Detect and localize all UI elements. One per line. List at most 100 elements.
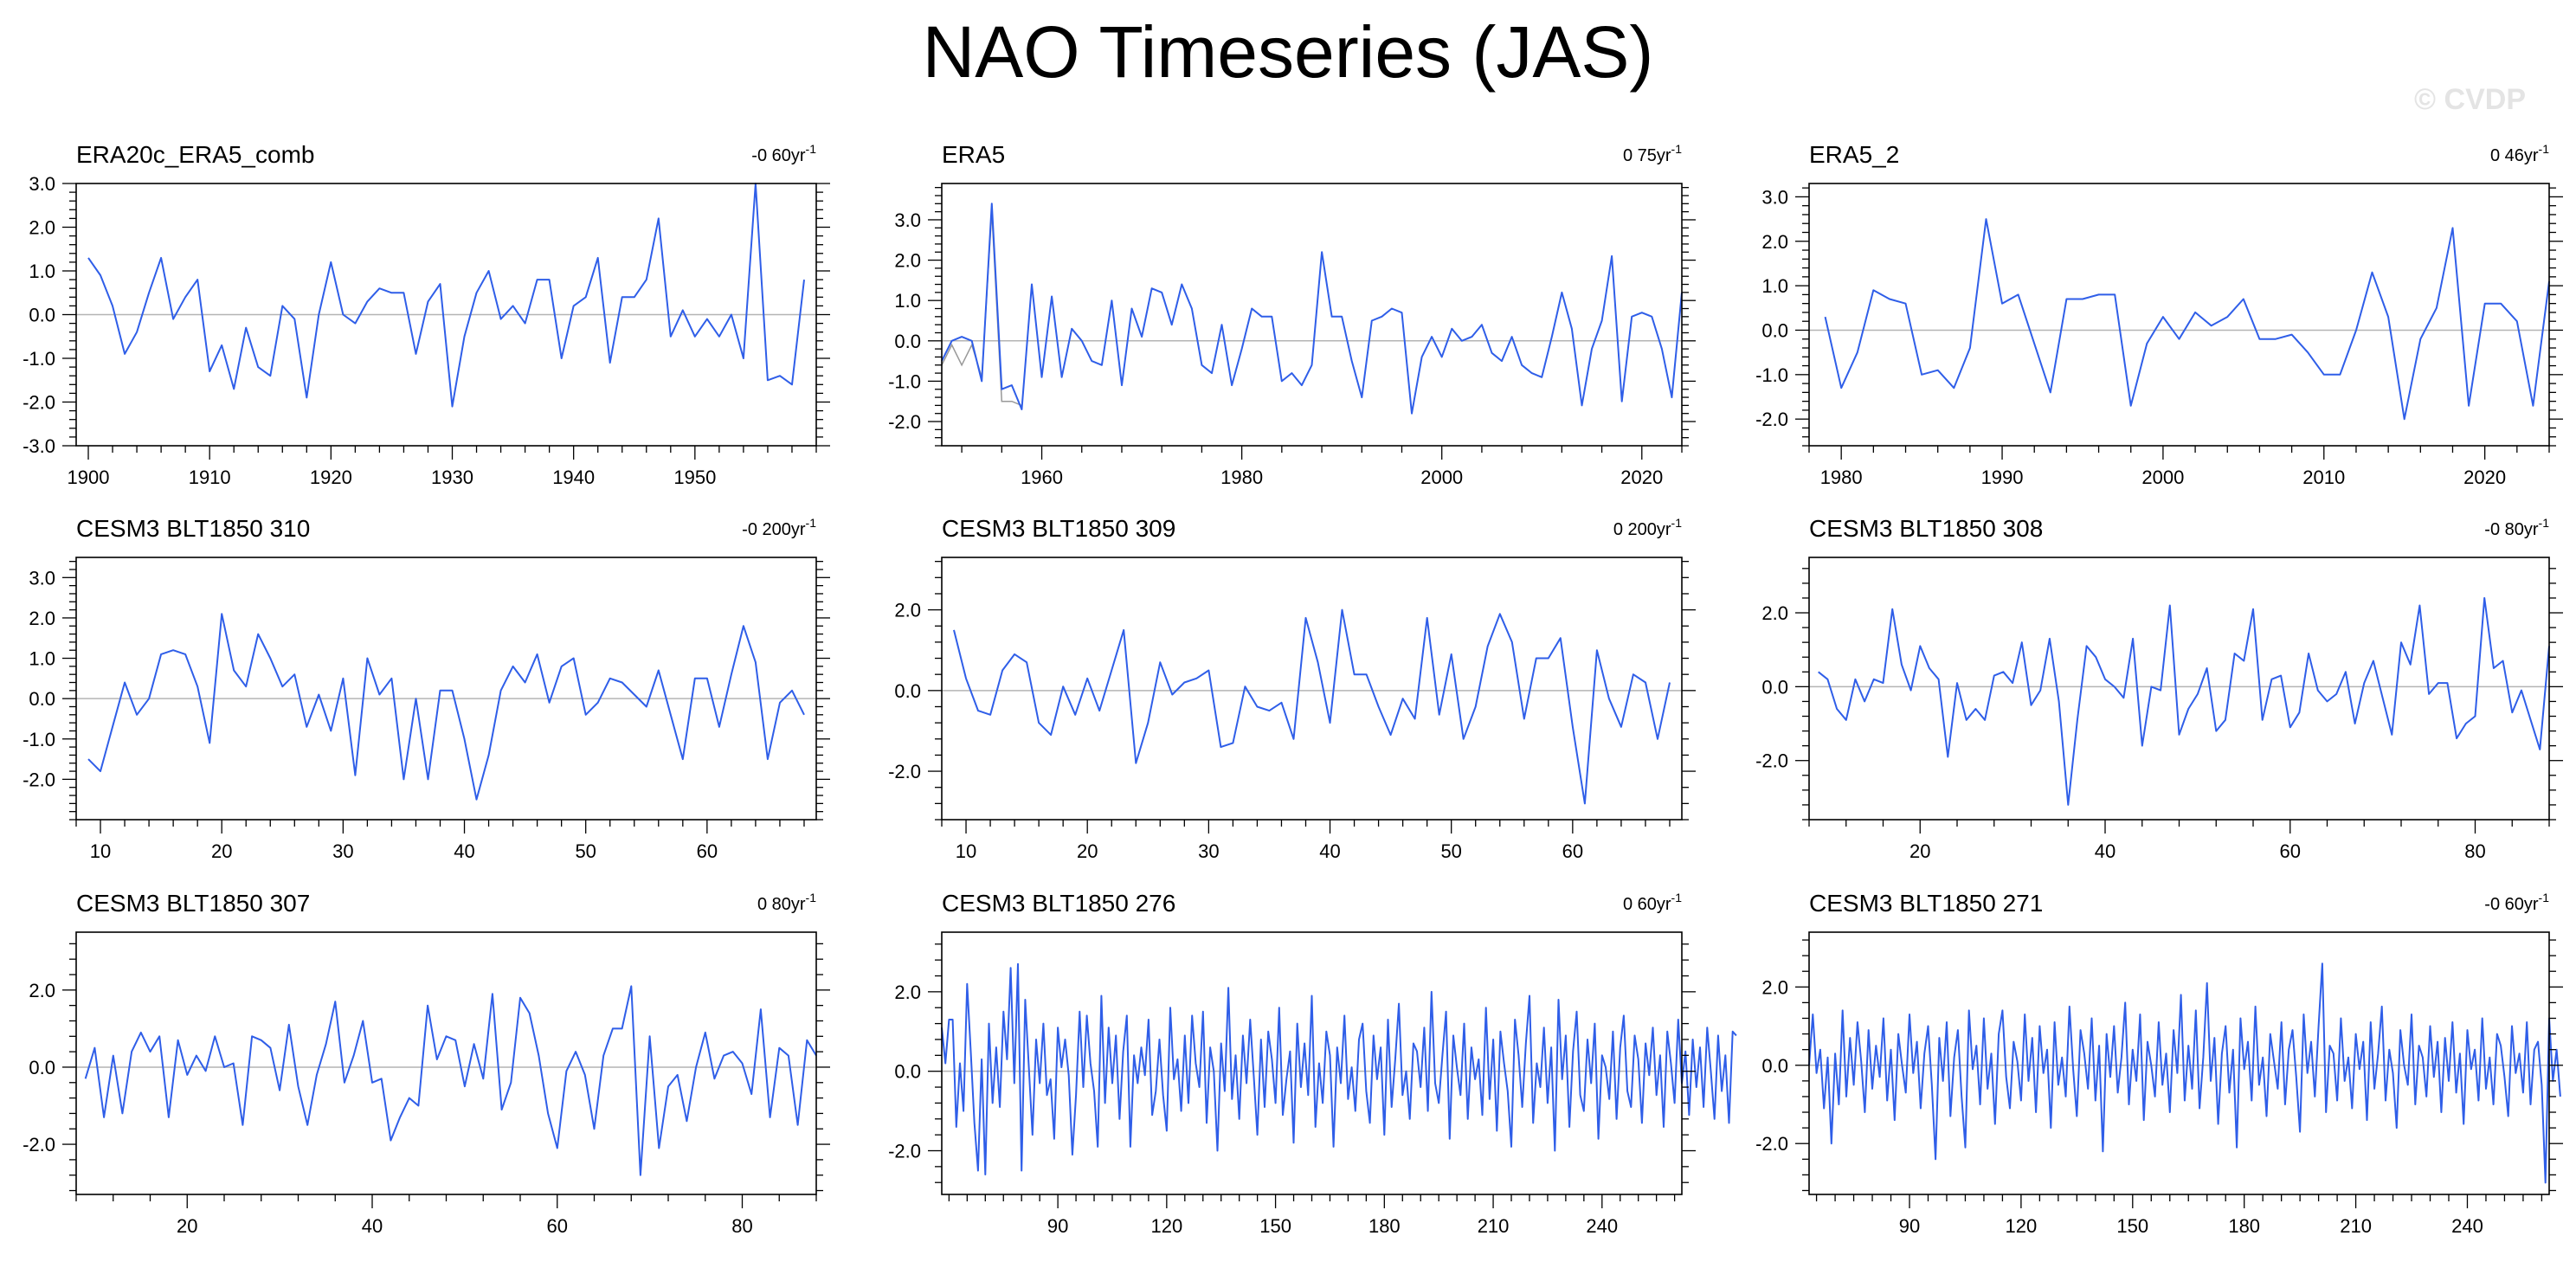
trend-label: 0 200yr-1: [1613, 516, 1682, 539]
chart-panel: CESM3 BLT1850 276 0 60yr-1 -2.0 0.0 2.0 90 120…: [888, 890, 1737, 1237]
trend-label: 0 80yr-1: [757, 891, 816, 914]
x-tick-label: 240: [1586, 1215, 1618, 1237]
x-tick-label: 1910: [189, 467, 231, 488]
chart-title: ERA5_2: [1809, 141, 1899, 168]
y-tick-label: -1.0: [1755, 364, 1788, 386]
y-tick-label: 0.0: [1761, 676, 1788, 698]
y-tick-label: 2.0: [894, 982, 921, 1003]
trend-exponent: -1: [2539, 516, 2550, 530]
y-tick-label: 2.0: [894, 250, 921, 272]
trend-label: -0 200yr-1: [742, 516, 816, 539]
x-tick-label: 120: [2006, 1215, 2038, 1237]
chart-panel: CESM3 BLT1850 307 0 80yr-1 -2.0 0.0 2.0 20 40 6…: [23, 890, 830, 1237]
chart-title: CESM3 BLT1850 310: [76, 515, 310, 542]
x-tick-label: 80: [731, 1215, 752, 1237]
y-tick-label: -2.0: [23, 769, 55, 790]
chart-panel: ERA5_2 0 46yr-1 -2.0 -1.0 0.0 1.0 2.0 3.0 1980 19…: [1755, 141, 2563, 488]
trend-exponent: -1: [1671, 142, 1683, 156]
y-tick-label: 3.0: [1761, 186, 1788, 208]
x-tick-label: 1980: [1820, 467, 1863, 488]
y-tick-label: -1.0: [888, 370, 921, 392]
trend-exponent: -1: [806, 516, 817, 530]
trend-label: 0 60yr-1: [1623, 891, 1682, 914]
y-tick-label: -3.0: [23, 435, 55, 457]
x-tick-label: 40: [454, 840, 474, 862]
chart-panel: CESM3 BLT1850 310 -0 200yr-1 -2.0 -1.0 0.0 1.…: [23, 515, 830, 862]
x-tick-label: 20: [177, 1215, 197, 1237]
y-tick-label: 0.0: [1761, 319, 1788, 341]
trend-label: -0 60yr-1: [2484, 891, 2549, 914]
watermark: © CVDP: [2414, 83, 2526, 116]
y-tick-label: -2.0: [23, 392, 55, 414]
x-tick-label: 30: [1198, 840, 1219, 862]
x-tick-label: 150: [1259, 1215, 1291, 1237]
chart-panel: CESM3 BLT1850 309 0 200yr-1 -2.0 0.0 2.0 10 20…: [888, 515, 1696, 862]
y-tick-label: -1.0: [23, 729, 55, 750]
y-tick-label: 2.0: [1761, 231, 1788, 253]
chart-panel: ERA20c_ERA5_comb -0 60yr-1 -3.0 -2.0 -1.0 0.0…: [23, 141, 830, 488]
plot-frame: [75, 557, 817, 821]
y-tick-label: -2.0: [1755, 1133, 1788, 1155]
x-tick-label: 60: [2280, 840, 2301, 862]
y-tick-label: 0.0: [29, 1057, 55, 1078]
y-tick-label: 2.0: [894, 600, 921, 621]
y-tick-label: 0.0: [29, 305, 55, 326]
y-tick-label: 0.0: [1761, 1055, 1788, 1077]
y-tick-label: -2.0: [1755, 750, 1788, 772]
series-line: [1824, 218, 2550, 421]
series-line: [941, 962, 1737, 1175]
x-tick-label: 180: [2228, 1215, 2260, 1237]
y-tick-label: 1.0: [894, 290, 921, 312]
series-line: [87, 613, 805, 801]
plot-frame: [941, 183, 1683, 447]
x-tick-label: 2010: [2302, 467, 2345, 488]
trend-exponent: -1: [806, 142, 817, 156]
x-tick-label: 20: [1077, 840, 1098, 862]
x-tick-label: 60: [1562, 840, 1583, 862]
trend-value: 0 60yr: [1623, 895, 1671, 914]
trend-exponent: -1: [2539, 891, 2550, 904]
series-line: [84, 985, 817, 1176]
plot-frame: [75, 931, 817, 1195]
x-tick-label: 1950: [673, 467, 716, 488]
trend-exponent: -1: [806, 891, 817, 904]
x-tick-label: 50: [575, 840, 596, 862]
y-tick-label: 2.0: [1761, 976, 1788, 998]
y-tick-label: -2.0: [888, 761, 921, 782]
chart-title: CESM3 BLT1850 271: [1809, 890, 2043, 917]
series-line: [87, 183, 805, 408]
x-tick-label: 20: [211, 840, 232, 862]
x-tick-label: 210: [1478, 1215, 1510, 1237]
x-tick-label: 90: [1899, 1215, 1920, 1237]
y-tick-label: 2.0: [29, 217, 55, 239]
chart-panel: CESM3 BLT1850 308 -0 80yr-1 -2.0 0.0 2.0 20 40…: [1755, 515, 2563, 862]
chart-title: CESM3 BLT1850 307: [76, 890, 310, 917]
x-tick-label: 10: [90, 840, 111, 862]
trend-label: -0 80yr-1: [2484, 516, 2549, 539]
y-tick-label: 2.0: [1761, 602, 1788, 624]
chart-title: ERA20c_ERA5_comb: [76, 141, 314, 168]
plot-frame: [941, 557, 1683, 821]
y-tick-label: -2.0: [888, 1141, 921, 1162]
trend-value: -0 60yr: [2484, 895, 2539, 914]
y-tick-label: 2.0: [29, 980, 55, 1001]
x-tick-label: 2020: [2463, 467, 2506, 488]
x-tick-label: 2020: [1620, 467, 1663, 488]
trend-value: 0 75yr: [1623, 146, 1671, 165]
page-title: NAO Timeseries (JAS): [922, 11, 1654, 93]
x-tick-label: 1900: [68, 467, 110, 488]
trend-value: -0 80yr: [2484, 520, 2539, 539]
trend-exponent: -1: [2539, 142, 2550, 156]
x-tick-label: 2000: [2141, 467, 2184, 488]
series-line: [953, 608, 1671, 805]
x-tick-label: 10: [956, 840, 976, 862]
series-line: [1808, 962, 2561, 1184]
trend-exponent: -1: [1671, 516, 1683, 530]
chart-panel: ERA5 0 75yr-1 -2.0 -1.0 0.0 1.0 2.0 3.0 1960 1980…: [888, 141, 1696, 488]
plot-frame: [1808, 931, 2550, 1195]
trend-value: -0 200yr: [742, 520, 806, 539]
x-tick-label: 1980: [1220, 467, 1263, 488]
trend-label: 0 46yr-1: [2490, 142, 2549, 165]
x-tick-label: 1920: [310, 467, 352, 488]
x-tick-label: 40: [1319, 840, 1340, 862]
